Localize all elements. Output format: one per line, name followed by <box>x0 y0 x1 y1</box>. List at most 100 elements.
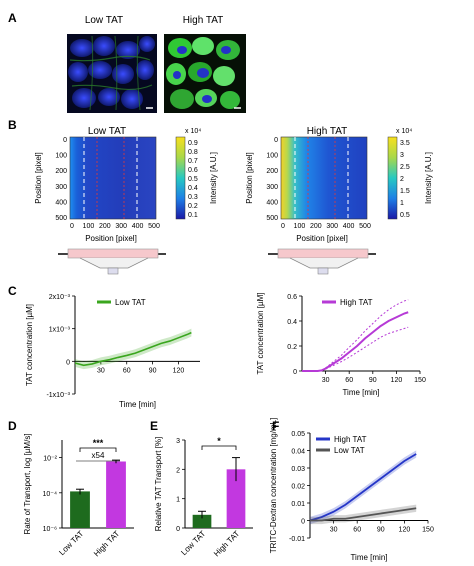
chart-e-significance-label: * <box>217 436 221 446</box>
heatmap-left-xtick: 0 <box>70 223 74 230</box>
chart-c-right-series-upper-bound <box>302 299 409 372</box>
colorbar-left-tick: 0.1 <box>188 212 198 219</box>
panel-letter-b: B <box>8 118 17 132</box>
chart-f-series-line-1 <box>310 507 417 522</box>
panel-letter-f: F <box>272 419 279 433</box>
chart-c-right-series-line-0 <box>302 311 409 372</box>
chart-e-ytick-label: 2 <box>176 467 180 474</box>
chart-c-left-xlabel: Time [min] <box>119 400 156 409</box>
panel-letter-a: A <box>8 11 17 25</box>
chart-e-category-label: High TAT <box>212 529 241 558</box>
chart-c-left-ytick-label: 2x10⁻³ <box>49 294 71 301</box>
colorbar-right-tick: 2.5 <box>400 164 410 171</box>
chart-c-left-xtick-label: 90 <box>149 367 157 374</box>
chart-c-right-xlabel: Time [min] <box>342 388 379 397</box>
heatmap-left-ytick: 0 <box>63 137 67 144</box>
chart-f-xtick-label: 60 <box>353 527 361 534</box>
chart-e-bar-1 <box>226 469 246 528</box>
heatmap-right-ytick: 400 <box>266 199 278 206</box>
heatmap-left-ytick: 300 <box>55 184 67 191</box>
chart-d-ytick-label: 10⁻² <box>43 456 57 463</box>
device-schematic-right <box>268 248 376 275</box>
device-schematic-left <box>58 248 166 275</box>
chart-c-left-legend-label: Low TAT <box>115 298 146 307</box>
heatmap-left-xlabel: Position [pixel] <box>85 234 137 243</box>
heatmap-left-xtick: 300 <box>115 223 127 230</box>
colorbar-left-tick: 0.2 <box>188 203 198 210</box>
heatmap-high-tat: High TAT Position [pixel] Position [pixe… <box>245 126 433 243</box>
colorbar-right-tick: 2 <box>400 176 404 183</box>
heatmap-left-ytick: 200 <box>55 168 67 175</box>
chart-c-left-series-line-0 <box>74 331 192 367</box>
panel-a-label-low: Low TAT <box>85 15 123 26</box>
chart-c-left-xtick-label: 120 <box>173 367 185 374</box>
chart-c-left-ytick-label: 1x10⁻³ <box>49 327 71 334</box>
chart-e-ytick-label: 3 <box>176 438 180 445</box>
chart-f-ytick-label: 0 <box>301 519 305 526</box>
heatmap-left-xtick: 500 <box>148 223 160 230</box>
chart-d-ytick-label: 10⁻⁶ <box>43 526 57 533</box>
colorbar-right-tick: 3.5 <box>400 140 410 147</box>
colorbar-right-label: Intensity [A.U.] <box>424 152 433 204</box>
chart-e-bar-0 <box>192 514 212 528</box>
chart-f-series-band <box>310 450 417 525</box>
chart-d-category-label: Low TAT <box>57 529 85 557</box>
chart-d-ytick-label: 10⁻⁴ <box>43 491 58 498</box>
chart-c-right-xtick-label: 120 <box>391 377 403 384</box>
chart-c-right-xtick-label: 30 <box>322 377 330 384</box>
chart-d-ylabel: Rate of Transport, log [µM/s] <box>23 433 32 534</box>
chart-f: -0.01 0 0.01 0.02 0.03 0.04 0.05 30 60 90 120 150 Ti… <box>269 418 434 562</box>
chart-d: 10⁻⁶ 10⁻⁴ 10⁻² Rate of Transport, log [µM/s… <box>23 433 134 558</box>
heatmap-right-xtick: 100 <box>294 223 306 230</box>
micrograph-low-tat <box>67 34 157 113</box>
colorbar-left-tick: 0.6 <box>188 167 198 174</box>
heatmap-left-title: Low TAT <box>88 126 126 137</box>
panel-letter-d: D <box>8 419 17 433</box>
chart-e: 0 1 2 3 Relative TAT Transport [%] Low TAT Hig… <box>154 436 253 558</box>
chart-f-ytick-label: 0.05 <box>291 431 305 438</box>
panel-a-label-high: High TAT <box>183 15 224 26</box>
chart-c-right-ytick-label: 0.4 <box>287 319 297 326</box>
colorbar-right <box>387 136 398 220</box>
chart-f-ytick-label: -0.01 <box>289 536 305 543</box>
chart-c-right: 0 0.2 0.4 0.6 30 60 90 120 150 Time [min] TAT conc… <box>256 293 426 397</box>
chart-c-right-ytick-label: 0.6 <box>287 294 297 301</box>
chart-d-bar-0 <box>70 491 90 528</box>
chart-c-left-ytick-label: 0 <box>66 359 70 366</box>
chart-c-right-xtick-label: 90 <box>369 377 377 384</box>
chart-c-left-ylabel: TAT concentration [µM] <box>25 304 34 386</box>
chart-d-significance-bracket <box>79 447 117 452</box>
heatmap-right-xtick: 0 <box>281 223 285 230</box>
colorbar-left-tick: 0.8 <box>188 149 198 156</box>
heatmap-right-ytick: 0 <box>274 137 278 144</box>
heatmap-right-ytick: 100 <box>266 153 278 160</box>
heatmap-left-xtick: 400 <box>132 223 144 230</box>
chart-e-significance-bracket <box>201 445 237 450</box>
chart-c-right-ytick-label: 0.2 <box>287 344 297 351</box>
chart-f-xtick-label: 120 <box>399 527 411 534</box>
chart-f-ytick-label: 0.03 <box>291 466 305 473</box>
heatmap-left-xtick: 200 <box>99 223 111 230</box>
chart-c-left-series-band <box>75 328 192 370</box>
chart-f-xtick-label: 30 <box>330 527 338 534</box>
heatmap-left-ylabel: Position [pixel] <box>34 152 43 204</box>
chart-f-ylabel: TRITC-Dextran concentration [mg/mL] <box>269 418 278 554</box>
chart-f-xlabel: Time [min] <box>350 553 387 562</box>
chart-d-category-label: High TAT <box>92 529 121 558</box>
heatmap-right-ytick: 500 <box>266 215 278 222</box>
chart-f-legend-label: Low TAT <box>334 446 365 455</box>
heatmap-left-ytick: 400 <box>55 199 67 206</box>
chart-e-ylabel: Relative TAT Transport [%] <box>154 437 163 532</box>
heatmap-right-ylabel: Position [pixel] <box>245 152 254 204</box>
colorbar-left-exp: x 10⁴ <box>185 128 201 135</box>
heatmap-right-xtick: 300 <box>326 223 338 230</box>
chart-c-right-legend-label: High TAT <box>340 298 373 307</box>
panel-letter-e: E <box>150 419 158 433</box>
chart-e-ytick-label: 1 <box>176 497 180 504</box>
chart-e-category-label: Low TAT <box>179 529 207 557</box>
colorbar-right-tick: 1.5 <box>400 188 410 195</box>
chart-f-xtick-label: 150 <box>422 527 434 534</box>
chart-c-left-xtick-label: 30 <box>97 367 105 374</box>
colorbar-left-tick: 0.9 <box>188 140 198 147</box>
